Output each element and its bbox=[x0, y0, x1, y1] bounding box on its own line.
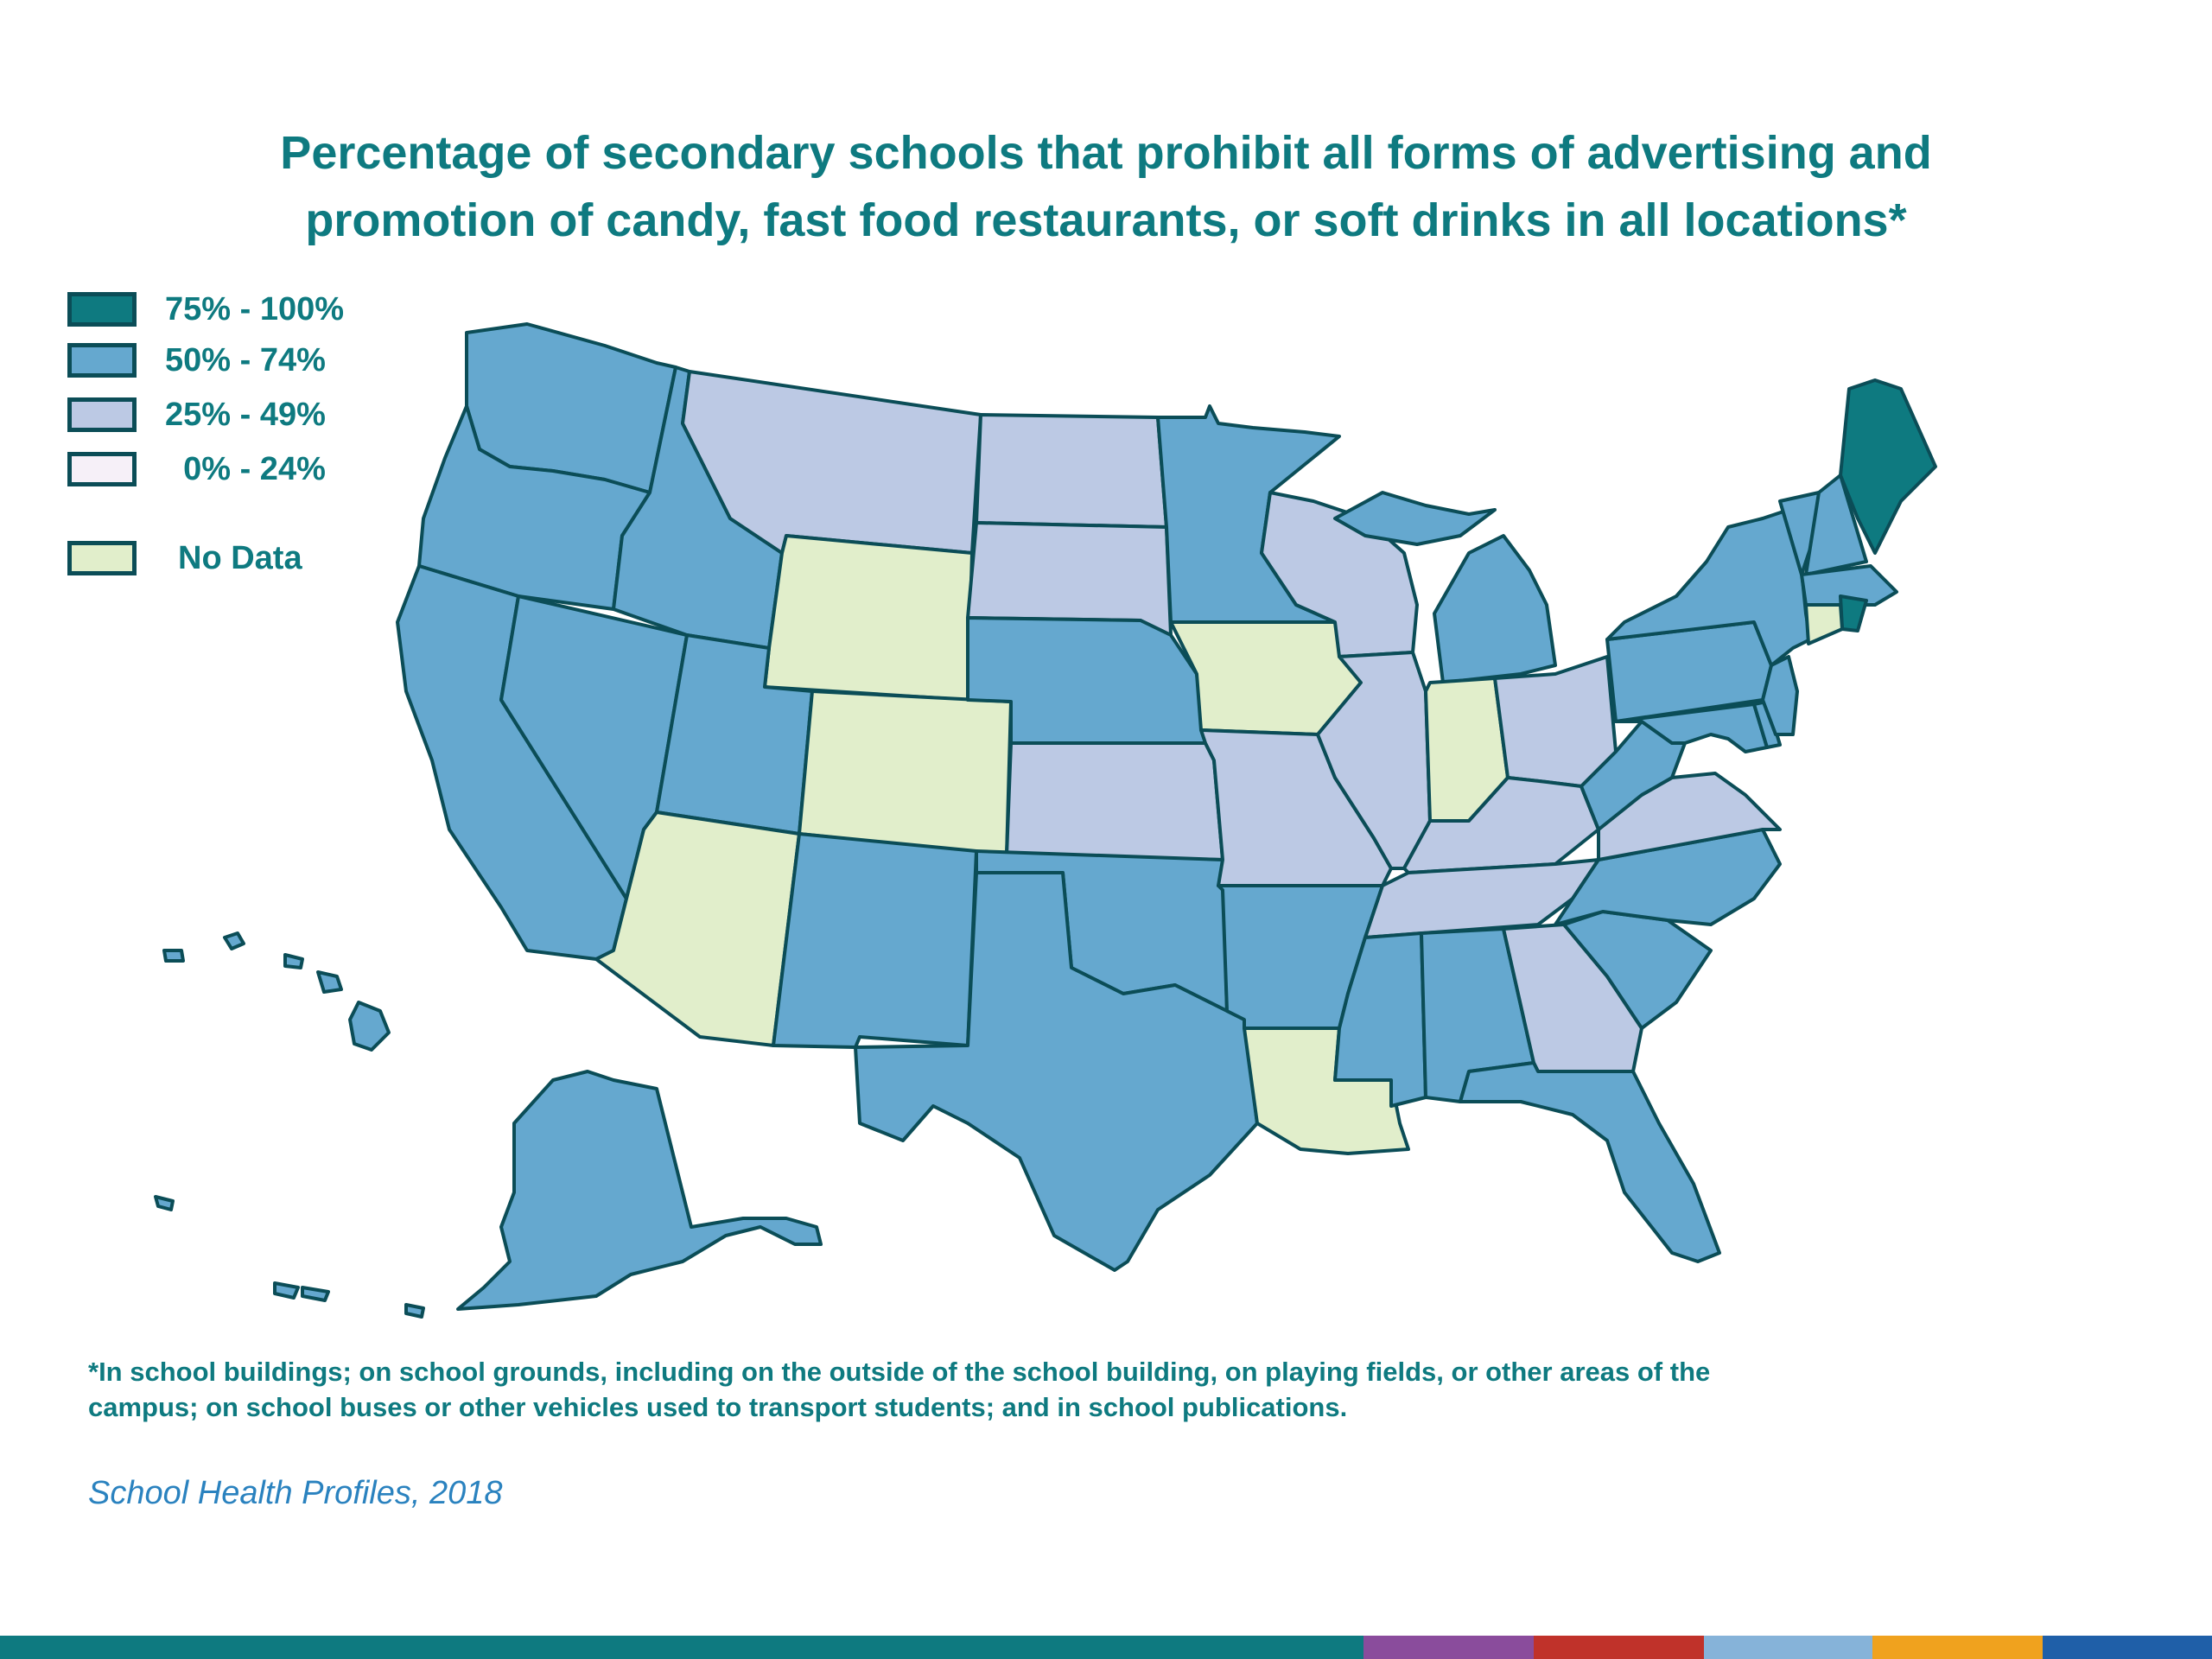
state-north-dakota bbox=[975, 413, 1168, 529]
state-hawaii bbox=[348, 1001, 391, 1052]
state-florida bbox=[1459, 1061, 1721, 1263]
legend-label-no-data: No Data bbox=[178, 540, 302, 576]
legend-swatch-25-49 bbox=[67, 397, 137, 432]
state-colorado bbox=[798, 690, 1013, 857]
legend-label-25-49: 25% - 49% bbox=[165, 397, 326, 433]
state-connecticut bbox=[1804, 603, 1844, 645]
state-illinois bbox=[1316, 651, 1432, 870]
legend-swatch-0-24 bbox=[67, 452, 137, 486]
legend-swatch-75-100 bbox=[67, 292, 137, 327]
state-alaska-island-1 bbox=[154, 1195, 175, 1211]
state-new-mexico bbox=[772, 832, 978, 1049]
legend-item-50-74: 50% - 74% bbox=[67, 342, 499, 381]
footnote-line-2: campus; on school buses or other vehicle… bbox=[88, 1392, 1348, 1422]
footnote-line-1: *In school buildings; on school grounds,… bbox=[88, 1357, 1711, 1387]
legend-label-0-24: 0% - 24% bbox=[165, 451, 326, 487]
bottom-bar-segment-purple bbox=[1363, 1636, 1534, 1659]
state-new-hampshire bbox=[1804, 474, 1868, 576]
state-maine bbox=[1839, 378, 1937, 555]
state-hawaii-maui bbox=[316, 970, 343, 994]
legend-label-50-74: 50% - 74% bbox=[165, 342, 326, 378]
legend-item-0-24: 0% - 24% bbox=[67, 451, 499, 490]
state-alaska bbox=[456, 1070, 823, 1311]
bottom-bar-segment-blue bbox=[2043, 1636, 2212, 1659]
legend-item-75-100: 75% - 100% bbox=[67, 291, 499, 330]
title-line-1: Percentage of secondary schools that pro… bbox=[280, 127, 1932, 179]
state-hawaii-kauai bbox=[162, 949, 185, 963]
state-michigan-upper-peninsula bbox=[1333, 491, 1497, 546]
bottom-color-bar bbox=[0, 1636, 2212, 1659]
bottom-bar-segment-lightblue bbox=[1704, 1636, 1872, 1659]
legend-swatch-50-74 bbox=[67, 343, 137, 378]
state-hawaii-oahu bbox=[223, 931, 245, 950]
state-ohio bbox=[1493, 655, 1618, 788]
state-wyoming bbox=[763, 534, 974, 702]
footnote: *In school buildings; on school grounds,… bbox=[88, 1354, 2075, 1425]
state-alaska-island-4 bbox=[404, 1303, 425, 1319]
state-rhode-island bbox=[1839, 594, 1868, 632]
legend-item-no-data: No Data bbox=[67, 540, 499, 579]
bottom-bar-segment-orange bbox=[1872, 1636, 2043, 1659]
state-new-jersey bbox=[1761, 655, 1799, 736]
state-hawaii-molokai bbox=[283, 953, 304, 969]
state-michigan bbox=[1433, 534, 1557, 684]
source-citation: School Health Profiles, 2018 bbox=[88, 1475, 503, 1511]
state-alaska-island-3 bbox=[301, 1286, 330, 1302]
state-kansas bbox=[1005, 741, 1224, 861]
state-massachusetts bbox=[1800, 564, 1898, 607]
legend-swatch-no-data bbox=[67, 541, 137, 575]
title-line-2: promotion of candy, fast food restaurant… bbox=[305, 194, 1907, 246]
chart-title: Percentage of secondary schools that pro… bbox=[86, 119, 2126, 254]
state-alaska-island-2 bbox=[273, 1281, 300, 1300]
bottom-bar-segment-red bbox=[1534, 1636, 1704, 1659]
bottom-bar-segment-teal bbox=[0, 1636, 1363, 1659]
legend-label-75-100: 75% - 100% bbox=[165, 291, 345, 327]
state-texas bbox=[854, 871, 1259, 1272]
legend-item-25-49: 25% - 49% bbox=[67, 397, 499, 435]
